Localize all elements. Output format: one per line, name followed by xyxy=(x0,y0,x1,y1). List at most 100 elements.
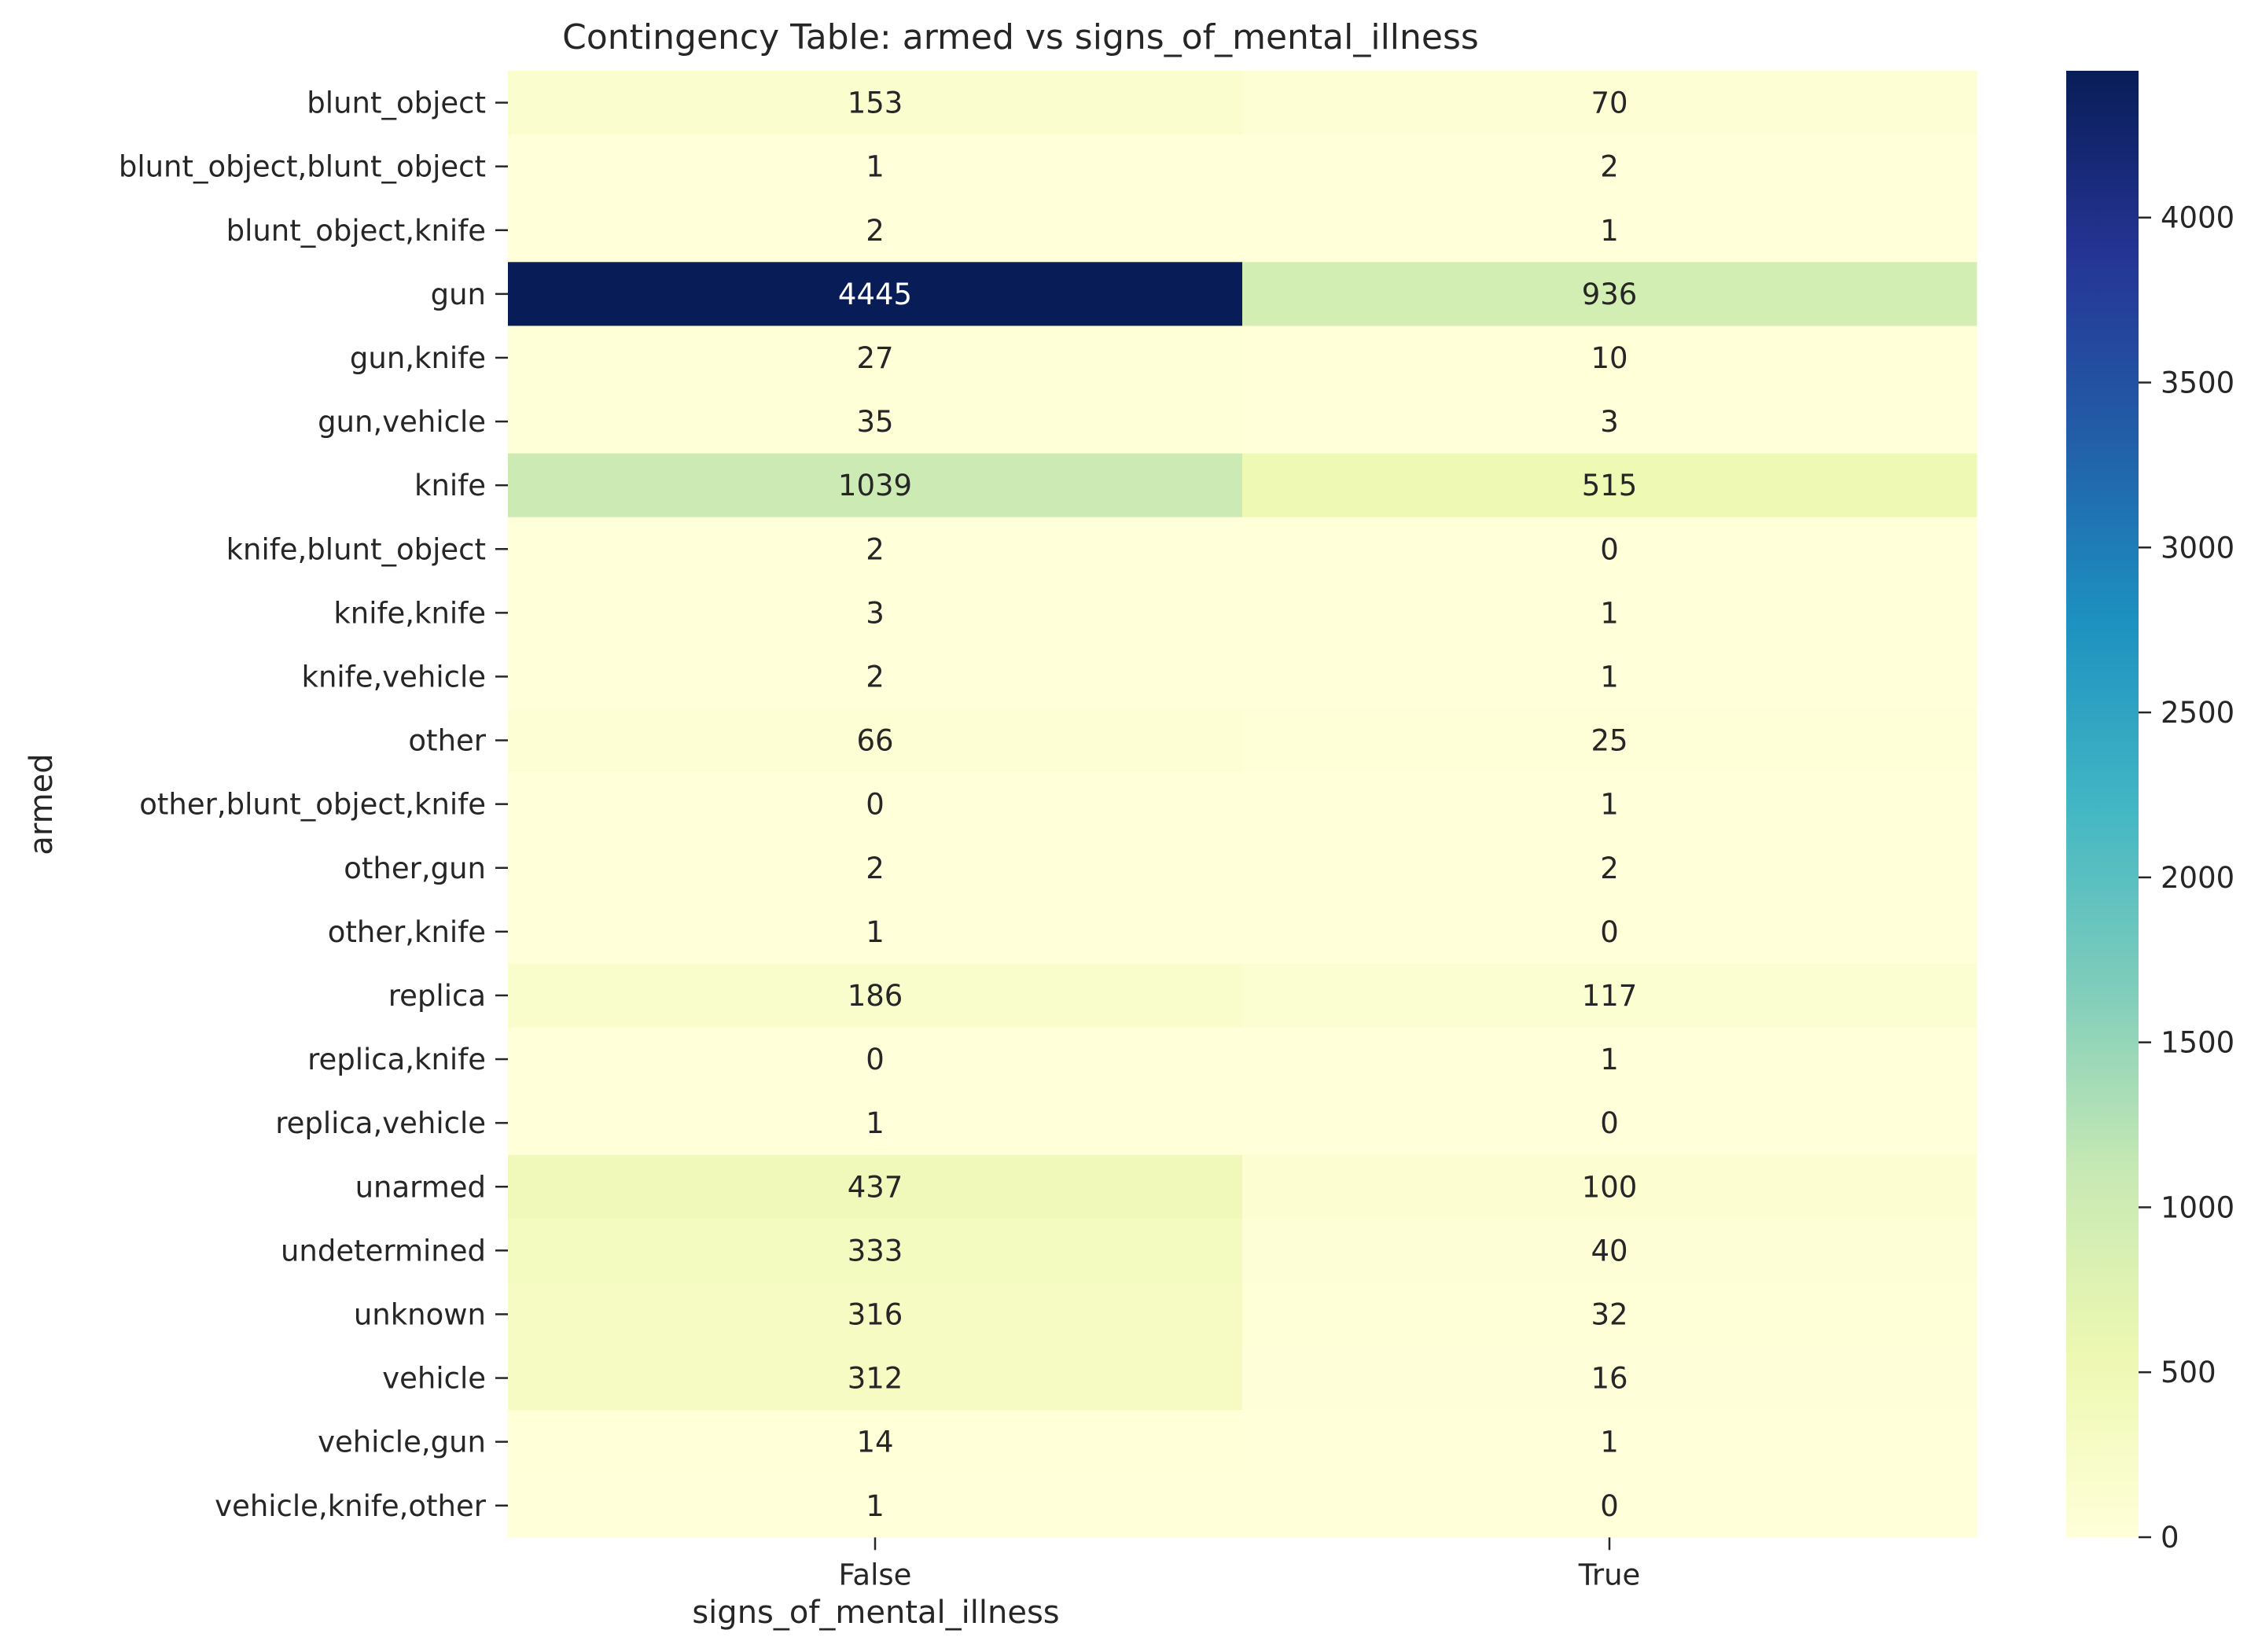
cell-value-label: 2 xyxy=(866,532,885,566)
cell-value-label: 1 xyxy=(1600,214,1619,248)
heatmap-cell xyxy=(508,326,1243,390)
cell-value-label: 316 xyxy=(848,1297,903,1331)
heatmap-cell xyxy=(1242,517,1977,582)
cell-value-label: 186 xyxy=(848,979,903,1013)
y-tick-label: vehicle,knife,other xyxy=(215,1489,487,1523)
y-tick-label: unarmed xyxy=(355,1170,486,1204)
heatmap-cell xyxy=(1242,1410,1977,1474)
x-axis-label: signs_of_mental_illness xyxy=(692,1595,1059,1631)
cell-value-label: 1039 xyxy=(838,469,912,502)
cell-value-label: 1 xyxy=(866,915,885,949)
cell-value-label: 936 xyxy=(1582,278,1638,311)
cell-value-label: 14 xyxy=(856,1426,893,1459)
cell-value-label: 2 xyxy=(866,660,885,694)
cell-value-label: 2 xyxy=(866,214,885,248)
cell-value-label: 3 xyxy=(1600,405,1619,439)
heatmap-cell xyxy=(508,644,1243,709)
cell-value-label: 1 xyxy=(1600,1043,1619,1076)
cell-value-label: 117 xyxy=(1582,979,1638,1013)
heatmap-cell xyxy=(1242,963,1977,1028)
heatmap-cell xyxy=(508,71,1243,135)
cell-value-label: 1 xyxy=(866,1489,885,1523)
y-tick-label: other,blunt_object,knife xyxy=(139,788,486,822)
cell-value-label: 16 xyxy=(1591,1362,1628,1396)
x-tick-label: True xyxy=(1578,1558,1641,1591)
y-tick-label: vehicle xyxy=(382,1362,486,1396)
cell-value-label: 0 xyxy=(1600,1489,1619,1523)
heatmap-cell xyxy=(508,580,1243,646)
heatmap-cell xyxy=(1242,708,1977,773)
heatmap-cell xyxy=(508,836,1243,900)
colorbar-ticks: 0 500 1000 1500 2000 2500 3000 3500 4000 xyxy=(2139,201,2234,1554)
y-tick-label: vehicle,gun xyxy=(318,1426,486,1459)
heatmap-cell xyxy=(1242,262,1977,326)
cell-value-label: 3 xyxy=(866,596,885,630)
cell-value-label: 437 xyxy=(848,1170,903,1204)
y-tick-label: other,knife xyxy=(328,915,486,949)
y-tick-label: knife,knife xyxy=(333,596,486,630)
y-tick-label: undetermined xyxy=(281,1234,486,1268)
cell-value-label: 333 xyxy=(848,1234,903,1268)
heatmap-cell xyxy=(1242,1154,1977,1220)
heatmap-cell xyxy=(508,198,1243,263)
heatmap-cell xyxy=(1242,772,1977,837)
cell-value-label: 0 xyxy=(1600,915,1619,949)
cell-value-label: 35 xyxy=(856,405,893,439)
cell-value-label: 40 xyxy=(1591,1234,1628,1268)
cell-value-label: 1 xyxy=(1600,660,1619,694)
colorbar-tick-label: 1500 xyxy=(2161,1026,2234,1060)
y-tick-label: other xyxy=(408,724,486,758)
heatmap-cell xyxy=(1242,900,1977,964)
heatmap-cell xyxy=(508,1218,1243,1283)
heatmap-cell xyxy=(508,517,1243,582)
cell-value-label: 0 xyxy=(1600,1106,1619,1140)
heatmap-cell xyxy=(1242,836,1977,900)
y-tick-label: blunt_object,blunt_object xyxy=(119,150,486,184)
heatmap-cell xyxy=(508,900,1243,964)
y-tick-label: knife,vehicle xyxy=(302,660,486,694)
y-tick-label: knife xyxy=(414,469,486,502)
heatmap-cell xyxy=(1242,134,1977,199)
colorbar-tick-label: 500 xyxy=(2161,1356,2216,1389)
x-tick-label: False xyxy=(839,1558,912,1591)
heatmap-cell xyxy=(1242,198,1977,263)
cell-value-label: 2 xyxy=(866,852,885,885)
cell-value-label: 1 xyxy=(866,1106,885,1140)
heatmap-cell xyxy=(1242,644,1977,709)
cell-value-label: 515 xyxy=(1582,469,1638,502)
chart-title: Contingency Table: armed vs signs_of_men… xyxy=(562,17,1479,57)
heatmap-cell xyxy=(1242,326,1977,390)
cell-value-label: 1 xyxy=(1600,788,1619,822)
y-tick-label: replica,vehicle xyxy=(275,1106,486,1140)
cell-value-label: 0 xyxy=(866,1043,885,1076)
cell-value-label: 0 xyxy=(866,788,885,822)
colorbar-tick-label: 2000 xyxy=(2161,861,2234,895)
y-tick-label: gun,vehicle xyxy=(318,405,486,439)
heatmap-cell xyxy=(1242,71,1977,135)
heatmap-cell xyxy=(1242,1027,1977,1092)
heatmap-cell xyxy=(1242,1474,1977,1538)
y-tick-labels: blunt_object blunt_object,blunt_objectblu… xyxy=(119,86,508,1523)
colorbar-tick-label: 2500 xyxy=(2161,696,2234,730)
heatmap-cell xyxy=(1242,389,1977,454)
heatmap-cell xyxy=(1242,1346,1977,1411)
y-axis-label: armed xyxy=(24,753,60,855)
heatmap-cell xyxy=(508,1091,1243,1156)
cell-value-label: 0 xyxy=(1600,532,1619,566)
cell-value-label: 10 xyxy=(1591,341,1628,375)
heatmap-cell xyxy=(508,134,1243,199)
heatmap-cell xyxy=(1242,453,1977,518)
heatmap-cell xyxy=(508,1282,1243,1347)
cell-value-label: 32 xyxy=(1591,1297,1628,1331)
cell-value-label: 27 xyxy=(856,341,893,375)
cell-value-label: 153 xyxy=(848,86,903,120)
heatmap-cell xyxy=(508,1474,1243,1538)
y-tick-label: unknown xyxy=(354,1297,486,1331)
y-tick-label: blunt_object,knife xyxy=(226,214,486,248)
x-tick-labels: False True xyxy=(839,1537,1641,1591)
y-tick-label: other,gun xyxy=(344,852,486,885)
colorbar-tick-label: 0 xyxy=(2161,1521,2179,1554)
heatmap-cell xyxy=(508,389,1243,454)
